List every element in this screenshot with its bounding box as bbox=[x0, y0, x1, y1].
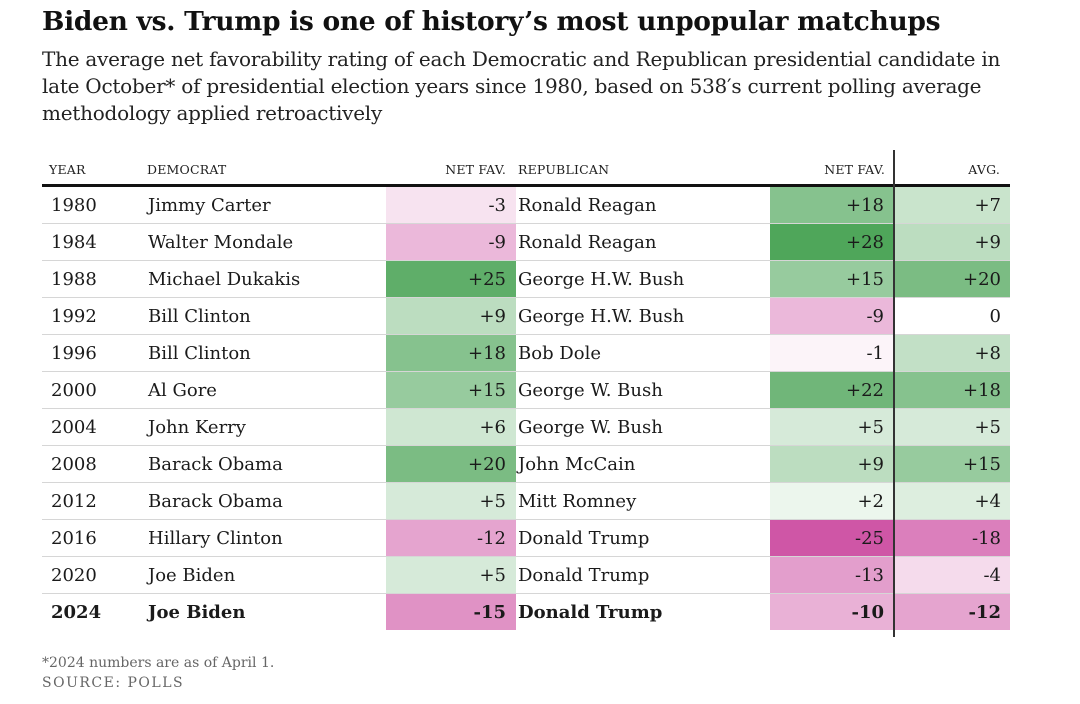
dem-net-fav-cell: -12 bbox=[386, 520, 516, 556]
dem-net-fav-cell: +15 bbox=[386, 372, 516, 408]
table-row: 1992 Bill Clinton +9 George H.W. Bush -9 0 bbox=[42, 298, 1010, 335]
rep-net-fav-cell: +5 bbox=[770, 409, 893, 445]
rep-net-fav-cell: -1 bbox=[770, 335, 893, 371]
year-cell: 2020 bbox=[51, 565, 97, 586]
avg-cell: +5 bbox=[894, 409, 1010, 445]
republican-cell: Donald Trump bbox=[518, 565, 650, 586]
avg-cell: +7 bbox=[894, 187, 1010, 223]
republican-cell: Bob Dole bbox=[518, 343, 601, 364]
republican-cell: Donald Trump bbox=[518, 602, 663, 623]
table-row: 1980 Jimmy Carter -3 Ronald Reagan +18 +7 bbox=[42, 187, 1010, 224]
republican-cell: Ronald Reagan bbox=[518, 195, 657, 216]
rep-net-fav-cell: +18 bbox=[770, 187, 893, 223]
democrat-cell: Al Gore bbox=[148, 380, 217, 401]
dem-net-fav-cell: +5 bbox=[386, 483, 516, 519]
header-rep-net-fav: NET FAV. bbox=[824, 162, 885, 177]
republican-cell: George W. Bush bbox=[518, 380, 663, 401]
table-row: 1988 Michael Dukakis +25 George H.W. Bush +1… bbox=[42, 261, 1010, 298]
republican-cell: Mitt Romney bbox=[518, 491, 637, 512]
democrat-cell: Joe Biden bbox=[148, 565, 236, 586]
republican-cell: George H.W. Bush bbox=[518, 269, 685, 290]
year-cell: 1984 bbox=[51, 232, 97, 253]
rep-net-fav-cell: -25 bbox=[770, 520, 893, 556]
republican-cell: John McCain bbox=[518, 454, 636, 475]
republican-cell: George W. Bush bbox=[518, 417, 663, 438]
table-row: 2004 John Kerry +6 George W. Bush +5 +5 bbox=[42, 409, 1010, 446]
democrat-cell: Barack Obama bbox=[148, 491, 283, 512]
header-democrat: DEMOCRAT bbox=[147, 162, 227, 177]
rep-net-fav-cell: -10 bbox=[770, 594, 893, 630]
table-row: 2000 Al Gore +15 George W. Bush +22 +18 bbox=[42, 372, 1010, 409]
rep-net-fav-cell: +9 bbox=[770, 446, 893, 482]
republican-cell: Ronald Reagan bbox=[518, 232, 657, 253]
democrat-cell: Bill Clinton bbox=[148, 306, 251, 327]
year-cell: 2004 bbox=[51, 417, 97, 438]
avg-cell: +15 bbox=[894, 446, 1010, 482]
header-dem-net-fav: NET FAV. bbox=[445, 162, 506, 177]
year-cell: 1988 bbox=[51, 269, 97, 290]
table-row: 1996 Bill Clinton +18 Bob Dole -1 +8 bbox=[42, 335, 1010, 372]
table-row: 2012 Barack Obama +5 Mitt Romney +2 +4 bbox=[42, 483, 1010, 520]
dem-net-fav-cell: +9 bbox=[386, 298, 516, 334]
dem-net-fav-cell: +25 bbox=[386, 261, 516, 297]
footnote: *2024 numbers are as of April 1. bbox=[42, 655, 275, 671]
democrat-cell: Michael Dukakis bbox=[148, 269, 301, 290]
rep-net-fav-cell: +28 bbox=[770, 224, 893, 260]
democrat-cell: John Kerry bbox=[148, 417, 246, 438]
avg-divider-line bbox=[893, 150, 895, 637]
footer: *2024 numbers are as of April 1. SOURCE:… bbox=[42, 653, 274, 693]
table-row: 2016 Hillary Clinton -12 Donald Trump -25 -18 bbox=[42, 520, 1010, 557]
favorability-table: YEAR DEMOCRAT NET FAV. REPUBLICAN NET FA… bbox=[42, 150, 1010, 637]
year-cell: 2012 bbox=[51, 491, 97, 512]
dem-net-fav-cell: +6 bbox=[386, 409, 516, 445]
table-body: 1980 Jimmy Carter -3 Ronald Reagan +18 +7 1984… bbox=[42, 187, 1010, 630]
dem-net-fav-cell: +20 bbox=[386, 446, 516, 482]
header-avg: AVG. bbox=[968, 162, 1000, 177]
source-label: SOURCE: POLLS bbox=[42, 675, 185, 691]
rep-net-fav-cell: +2 bbox=[770, 483, 893, 519]
republican-cell: George H.W. Bush bbox=[518, 306, 685, 327]
year-cell: 2016 bbox=[51, 528, 97, 549]
democrat-cell: Barack Obama bbox=[148, 454, 283, 475]
year-cell: 1992 bbox=[51, 306, 97, 327]
democrat-cell: Walter Mondale bbox=[148, 232, 294, 253]
table-row: 1984 Walter Mondale -9 Ronald Reagan +28 +9 bbox=[42, 224, 1010, 261]
avg-cell: -18 bbox=[894, 520, 1010, 556]
rep-net-fav-cell: +22 bbox=[770, 372, 893, 408]
chart-subtitle: The average net favorability rating of e… bbox=[42, 47, 1001, 125]
year-cell: 2008 bbox=[51, 454, 97, 475]
table-row: 2008 Barack Obama +20 John McCain +9 +15 bbox=[42, 446, 1010, 483]
avg-cell: +18 bbox=[894, 372, 1010, 408]
year-cell: 1980 bbox=[51, 195, 97, 216]
table-row: 2020 Joe Biden +5 Donald Trump -13 -4 bbox=[42, 557, 1010, 594]
democrat-cell: Joe Biden bbox=[148, 602, 246, 623]
avg-cell: +4 bbox=[894, 483, 1010, 519]
year-cell: 2000 bbox=[51, 380, 97, 401]
avg-cell: 0 bbox=[894, 298, 1010, 334]
table-row: 2024 Joe Biden -15 Donald Trump -10 -12 bbox=[42, 594, 1010, 630]
table-header: YEAR DEMOCRAT NET FAV. REPUBLICAN NET FA… bbox=[42, 150, 1010, 187]
dem-net-fav-cell: +5 bbox=[386, 557, 516, 593]
header-republican: REPUBLICAN bbox=[518, 162, 610, 177]
avg-cell: +8 bbox=[894, 335, 1010, 371]
rep-net-fav-cell: -13 bbox=[770, 557, 893, 593]
year-cell: 1996 bbox=[51, 343, 97, 364]
democrat-cell: Hillary Clinton bbox=[148, 528, 283, 549]
avg-cell: +20 bbox=[894, 261, 1010, 297]
rep-net-fav-cell: -9 bbox=[770, 298, 893, 334]
dem-net-fav-cell: -3 bbox=[386, 187, 516, 223]
header-year: YEAR bbox=[49, 162, 86, 177]
dem-net-fav-cell: +18 bbox=[386, 335, 516, 371]
democrat-cell: Jimmy Carter bbox=[148, 195, 271, 216]
dem-net-fav-cell: -15 bbox=[386, 594, 516, 630]
republican-cell: Donald Trump bbox=[518, 528, 650, 549]
rep-net-fav-cell: +15 bbox=[770, 261, 893, 297]
avg-cell: +9 bbox=[894, 224, 1010, 260]
year-cell: 2024 bbox=[51, 602, 102, 623]
chart-title: Biden vs. Trump is one of history’s most… bbox=[42, 6, 941, 37]
dem-net-fav-cell: -9 bbox=[386, 224, 516, 260]
avg-cell: -12 bbox=[894, 594, 1010, 630]
democrat-cell: Bill Clinton bbox=[148, 343, 251, 364]
avg-cell: -4 bbox=[894, 557, 1010, 593]
